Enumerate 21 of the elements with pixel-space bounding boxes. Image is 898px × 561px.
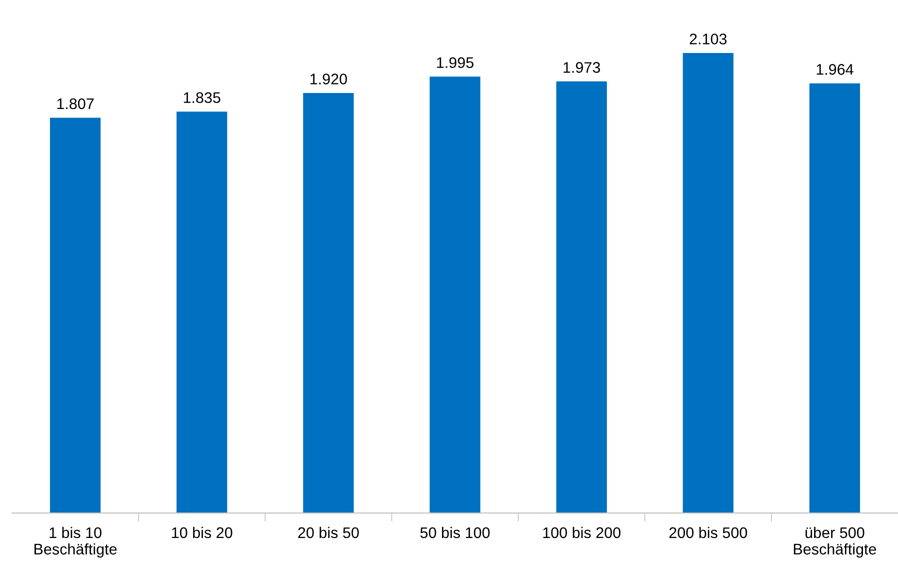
bar [809, 83, 860, 513]
bar [682, 53, 734, 513]
bar [303, 93, 354, 513]
bar [50, 118, 101, 513]
x-tick-label: über 500 Beschäftigte [794, 526, 876, 558]
x-tick-label: 200 bis 500 [669, 526, 748, 538]
data-label: 2.103 [690, 34, 727, 44]
x-tick-label: 20 bis 50 [298, 526, 359, 538]
data-label: 1.973 [564, 62, 600, 73]
bar [556, 81, 607, 513]
x-tick-label: 100 bis 200 [543, 526, 620, 538]
bar [430, 76, 480, 513]
data-label: 1.807 [57, 98, 94, 110]
x-tick-label: 50 bis 100 [420, 526, 490, 538]
data-label: 1.920 [310, 74, 347, 84]
bar [176, 112, 228, 513]
data-label: 1.995 [437, 57, 474, 68]
x-tick-label: 10 bis 20 [172, 526, 232, 538]
data-label: 1.964 [816, 64, 854, 75]
data-label: 1.835 [184, 92, 220, 104]
x-tick-label: 1 bis 10 Beschäftigte [34, 526, 117, 558]
